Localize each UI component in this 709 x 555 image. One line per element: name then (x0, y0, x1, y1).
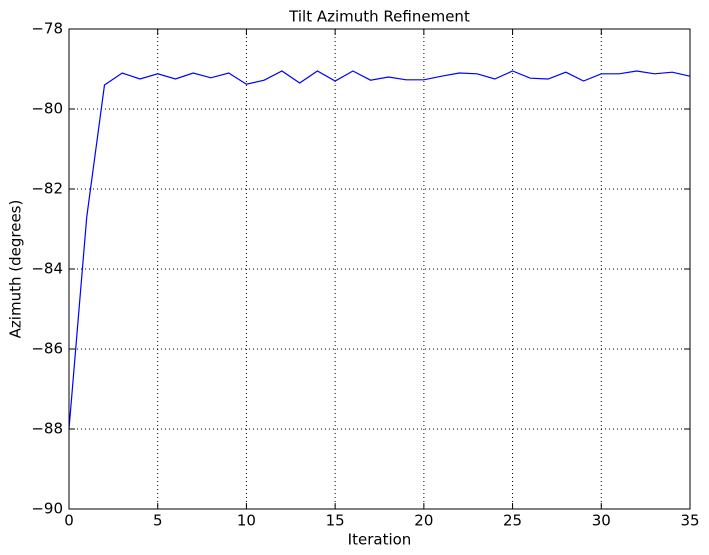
x-tick-label: 30 (592, 512, 611, 530)
chart-title: Tilt Azimuth Refinement (288, 8, 470, 26)
y-tick-label: −82 (31, 180, 63, 198)
y-tick-label: −90 (31, 500, 63, 518)
x-tick-label: 35 (680, 512, 699, 530)
x-tick-label: 0 (64, 512, 74, 530)
data-line (68, 70, 691, 430)
x-tick-label: 5 (153, 512, 163, 530)
y-tick-label: −80 (31, 100, 63, 118)
y-tick-label: −78 (31, 20, 63, 38)
x-tick-label: 20 (414, 512, 433, 530)
x-tick-label: 25 (503, 512, 522, 530)
x-tick-label: 10 (237, 512, 256, 530)
y-tick-label: −86 (31, 340, 63, 358)
y-tick-label: −88 (31, 420, 63, 438)
y-axis-label: Azimuth (degrees) (7, 200, 25, 339)
x-axis-label: Iteration (348, 531, 412, 549)
x-tick-label: 15 (326, 512, 345, 530)
y-tick-label: −84 (31, 260, 63, 278)
plot-frame (68, 28, 691, 510)
